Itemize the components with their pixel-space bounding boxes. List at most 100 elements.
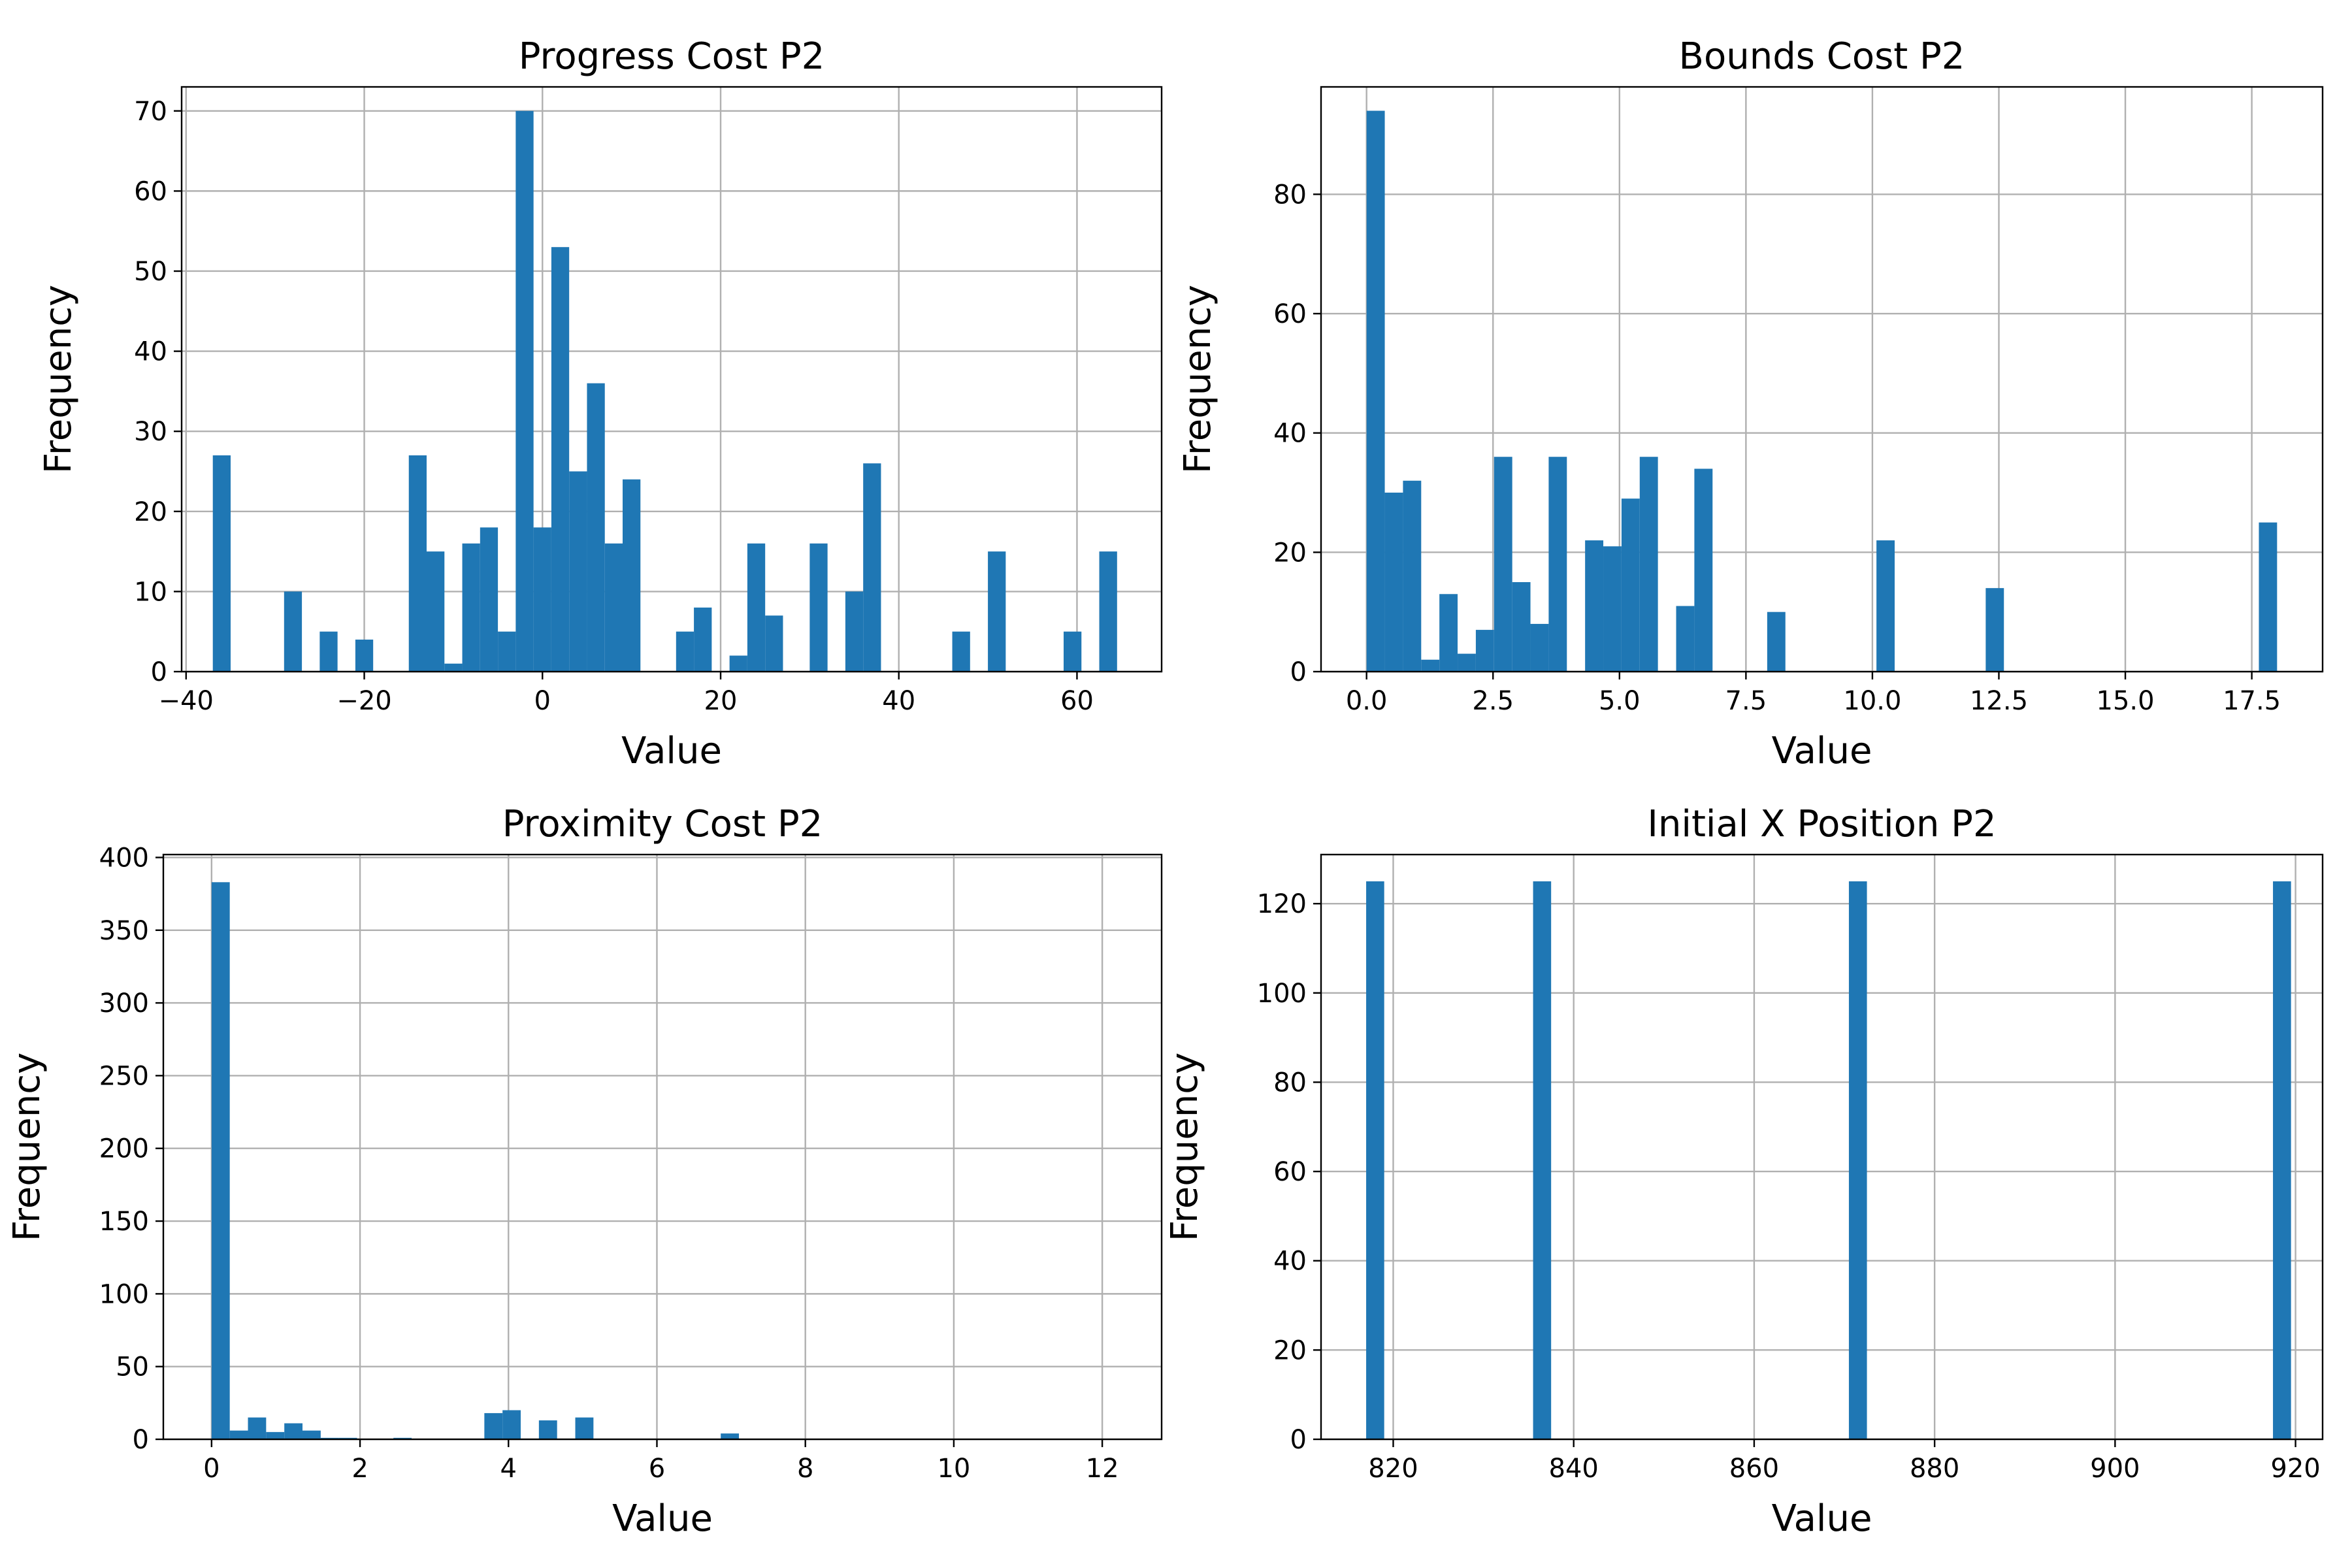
y-tick-label: 40 <box>134 337 167 367</box>
x-tick-label: 0 <box>534 686 551 716</box>
y-tick-label: 0 <box>151 657 167 687</box>
y-tick-label: 350 <box>99 916 149 946</box>
histogram-bar <box>623 479 641 672</box>
chart-panel-1: −40 −20 0 20 40 60 0 10 20 30 40 50 60 70 Progress Cos… <box>37 35 1163 772</box>
histogram-bar <box>355 639 374 672</box>
histogram-bar <box>747 543 766 672</box>
y-tick-label: 0 <box>1290 1425 1307 1455</box>
histogram-bar <box>1458 653 1476 672</box>
y-tick-label: 30 <box>134 417 167 447</box>
histogram-bar <box>1676 606 1695 672</box>
histogram-bar <box>604 543 623 672</box>
x-axis-label: Value <box>621 730 722 772</box>
x-tick-label: 12 <box>1086 1454 1119 1484</box>
chart-title: Progress Cost P2 <box>519 35 825 78</box>
histogram-bar <box>1366 881 1384 1439</box>
y-tick-label: 100 <box>1257 979 1307 1009</box>
y-tick-label: 120 <box>1257 889 1307 919</box>
y-tick-label: 0 <box>1290 657 1307 687</box>
y-tick-label: 80 <box>1273 180 1307 210</box>
histogram-bar <box>462 543 480 672</box>
histogram-bar <box>444 663 463 672</box>
histogram-bar <box>1848 881 1867 1439</box>
histogram-bar <box>1621 498 1640 672</box>
x-tick-label: 840 <box>1549 1454 1599 1484</box>
histogram-bar <box>1533 881 1552 1439</box>
x-axis-label: Value <box>1772 1497 1872 1540</box>
histogram-bar <box>302 1430 321 1439</box>
x-axis-label: Value <box>1772 730 1872 772</box>
histogram-bar <box>1767 612 1786 672</box>
x-tick-label: 7.5 <box>1725 686 1767 716</box>
histogram-bar <box>538 1420 557 1439</box>
histogram-bar <box>1475 630 1494 672</box>
x-tick-label: 820 <box>1368 1454 1418 1484</box>
histogram-bar <box>515 110 534 672</box>
histogram-bar <box>988 551 1006 672</box>
chart-panel-2: 0.0 2.5 5.0 7.5 10.0 12.5 15.0 17.5 0 20 40 60 80 Bou… <box>1177 35 2324 772</box>
x-tick-label: 0 <box>203 1454 220 1484</box>
histogram-bar <box>809 543 828 672</box>
plot-frame <box>180 86 1163 673</box>
histogram-bar <box>1639 457 1658 672</box>
histogram-bar <box>1512 582 1531 672</box>
histogram-bar <box>533 527 551 672</box>
x-tick-label: 8 <box>797 1454 813 1484</box>
y-tick-label: 250 <box>99 1061 149 1091</box>
histogram-bar <box>1384 493 1403 672</box>
chart-title: Proximity Cost P2 <box>502 803 823 845</box>
y-tick-label: 50 <box>134 257 167 287</box>
x-tick-label: 2.5 <box>1472 686 1514 716</box>
y-tick-label: 60 <box>1273 1157 1307 1187</box>
chart-title: Bounds Cost P2 <box>1679 35 1965 78</box>
x-tick-label: 60 <box>1060 686 1094 716</box>
histogram-bar <box>569 471 587 672</box>
histogram-bar <box>863 463 881 672</box>
histogram-bar <box>1530 623 1549 672</box>
x-tick-label: 4 <box>500 1454 517 1484</box>
x-tick-label: 860 <box>1729 1454 1779 1484</box>
histogram-bar <box>284 1423 303 1439</box>
x-tick-label: 10 <box>937 1454 970 1484</box>
histogram-bar <box>1366 110 1385 672</box>
histogram-bar <box>2259 522 2278 672</box>
y-tick-label: 40 <box>1273 1247 1307 1277</box>
histogram-bar <box>1694 468 1713 672</box>
histogram-bar <box>229 1430 248 1439</box>
chart-panel-3: 0 2 4 6 8 10 12 0 50 100 150 200 250 300 350 400 Proximi… <box>6 803 1163 1540</box>
x-tick-label: −20 <box>336 686 391 716</box>
x-tick-label: 12.5 <box>1970 686 2028 716</box>
x-tick-label: 880 <box>1910 1454 1959 1484</box>
histogram-bar <box>1439 594 1458 672</box>
y-tick-label: 0 <box>133 1425 149 1455</box>
y-tick-label: 20 <box>1273 538 1307 568</box>
histogram-bar <box>427 551 445 672</box>
histogram-bar <box>1064 631 1082 672</box>
histogram-bar <box>1403 480 1422 672</box>
histogram-bar <box>1494 457 1512 672</box>
y-tick-label: 300 <box>99 988 149 1019</box>
x-tick-label: 20 <box>704 686 738 716</box>
histogram-bar <box>1585 540 1604 672</box>
histogram-bar <box>266 1431 285 1439</box>
x-tick-label: 10.0 <box>1843 686 1901 716</box>
y-tick-label: 40 <box>1273 419 1307 449</box>
plot-frame <box>162 853 1163 1441</box>
histogram-bar <box>765 615 783 672</box>
histogram-bar <box>1876 540 1895 672</box>
y-axis-label: Frequency <box>1164 1053 1206 1241</box>
histogram-bar <box>575 1417 594 1439</box>
y-tick-label: 200 <box>99 1134 149 1164</box>
histogram-bar <box>498 631 516 672</box>
histogram-bar <box>212 455 231 672</box>
histogram-bar <box>1099 551 1117 672</box>
histogram-bar <box>1421 659 1440 672</box>
y-tick-label: 400 <box>99 843 149 873</box>
histogram-bar <box>1603 546 1622 672</box>
histogram-bar <box>480 527 498 672</box>
x-tick-label: 17.5 <box>2223 686 2281 716</box>
y-tick-label: 20 <box>1273 1335 1307 1365</box>
histogram-bar <box>587 383 605 672</box>
y-axis-label: Frequency <box>1177 285 1219 474</box>
x-tick-label: 2 <box>351 1454 368 1484</box>
